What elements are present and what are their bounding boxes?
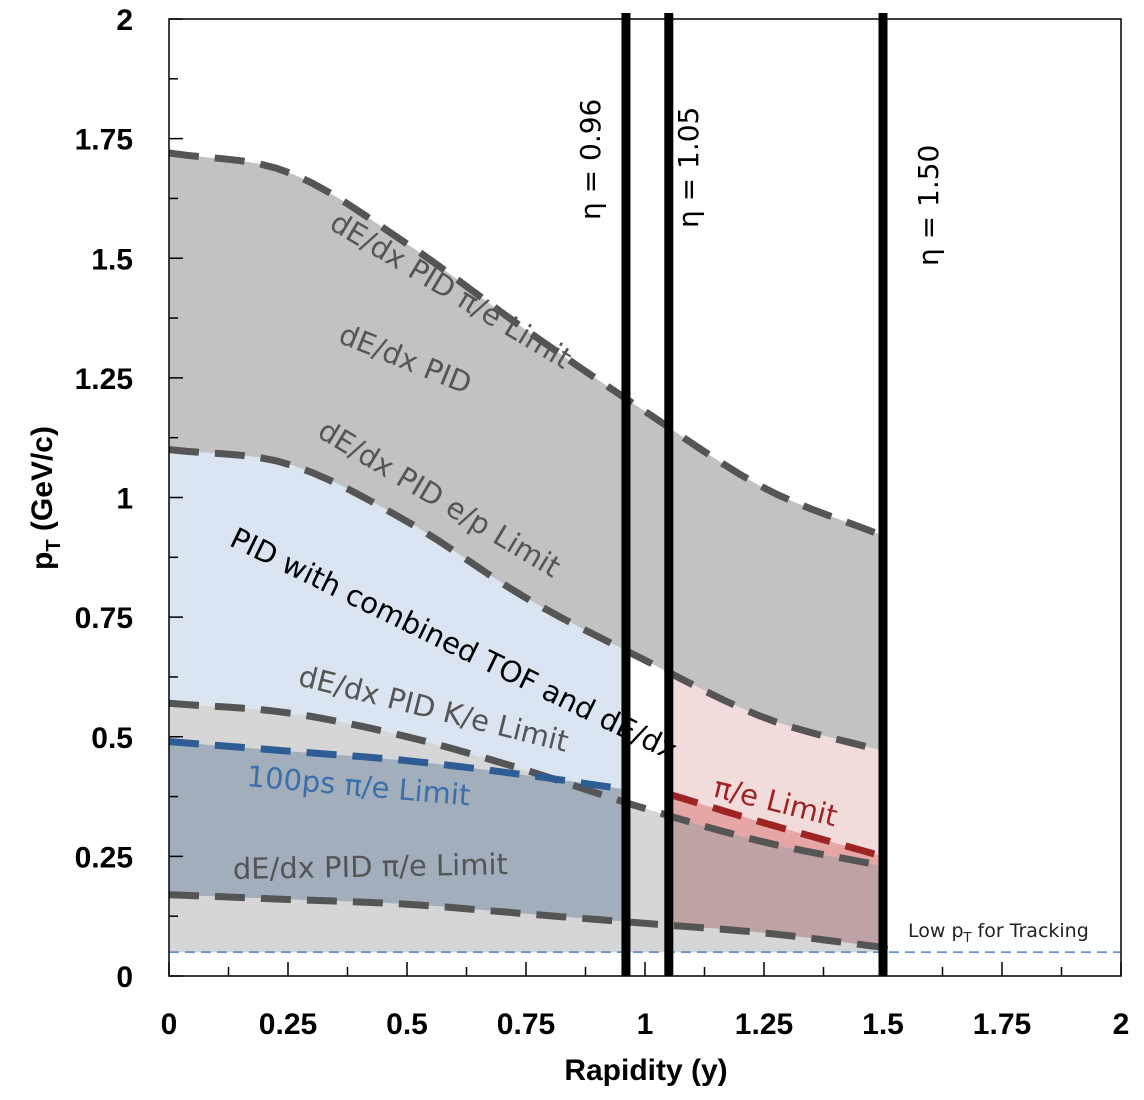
x-tick-label: 0: [161, 1008, 178, 1041]
curve-k-e-limit: [168, 699, 884, 870]
eta-label-150: η = 1.50: [912, 145, 945, 266]
curve-upper-pi-e-limit: [168, 149, 885, 540]
fill-combined-region: [169, 449, 626, 803]
x-tick-label: 0.25: [259, 1008, 317, 1041]
curve-lower-pi-e-limit: [168, 891, 884, 951]
x-tick-label: 1: [637, 1008, 654, 1041]
axis-ticks: [168, 18, 1122, 977]
fill-gap-region: [626, 802, 669, 926]
x-tick-label: 1.75: [973, 1008, 1031, 1041]
curve-e-p-limit: [168, 446, 884, 755]
fill-dedx-pid-band: [169, 153, 883, 752]
x-tick-label: 0.5: [386, 1008, 428, 1041]
x-tick-label: 1.5: [862, 1008, 904, 1041]
y-tick-label: 1.75: [75, 124, 133, 157]
eta-label-105: η = 1.05: [672, 107, 705, 228]
low-pt-tracking-label: Low pT for Tracking: [908, 920, 1089, 946]
x-tick-label: 1.25: [735, 1008, 793, 1041]
curve-red-pi-e-limit: [667, 790, 884, 860]
fill-rose-region: [668, 815, 883, 948]
y-axis-title: pT (GeV/c): [26, 426, 65, 570]
region-fills: [169, 153, 883, 953]
x-axis-title: Rapidity (y): [564, 1054, 727, 1087]
y-tick-label: 1.25: [75, 363, 133, 396]
y-tick-label: 1: [116, 483, 133, 516]
y-tick-label: 0: [116, 961, 133, 994]
y-tick-label: 0.25: [75, 841, 133, 874]
eta-lines: [621, 13, 888, 976]
y-tick-label: 0.75: [75, 602, 133, 635]
x-tick-label: 2: [1113, 1008, 1130, 1041]
x-tick-labels: 0 0.25 0.5 0.75 1 1.25 1.5 1.75 2: [161, 1008, 1130, 1041]
lower-pi-e-limit-label: dE/dx PID π/e Limit: [233, 847, 509, 886]
x-tick-label: 0.75: [497, 1008, 555, 1041]
y-tick-labels: 0 0.25 0.5 0.75 1 1.25 1.5 1.75 2: [75, 4, 133, 994]
fill-ke-band: [169, 703, 626, 803]
curve-tof-100ps-limit: [168, 738, 627, 793]
limit-curves: [168, 149, 1121, 953]
y-tick-label: 0.5: [91, 722, 133, 755]
eta-label-096: η = 0.96: [574, 99, 607, 220]
y-tick-label: 2: [116, 4, 133, 37]
fill-tof-region: [169, 741, 626, 922]
y-tick-label: 1.5: [91, 243, 133, 276]
fill-bottom-band: [169, 894, 883, 953]
